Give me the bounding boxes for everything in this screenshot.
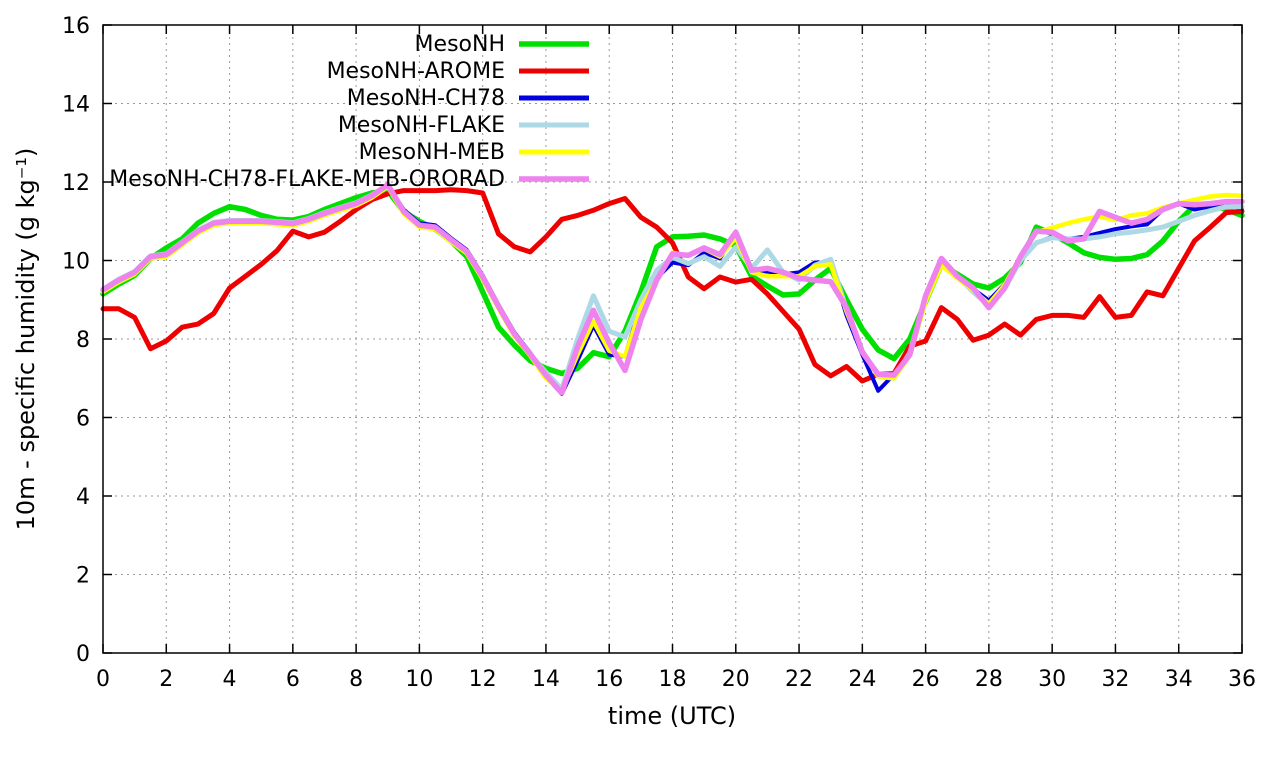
- legend-label: MesoNH-MEB: [359, 140, 505, 165]
- x-tick-label: 30: [1038, 667, 1066, 692]
- x-tick-label: 12: [469, 667, 497, 692]
- legend-label: MesoNH-CH78-FLAKE-MEB-ORORAD: [109, 167, 505, 192]
- x-tick-label: 14: [532, 667, 560, 692]
- legend-item-MesoNH-AROME: MesoNH-AROME: [327, 59, 589, 84]
- x-tick-label: 32: [1101, 667, 1129, 692]
- legend-label: MesoNH-AROME: [327, 59, 505, 84]
- legend-label: MesoNH-FLAKE: [338, 113, 505, 138]
- y-tick-label: 10: [62, 250, 90, 275]
- x-tick-label: 18: [659, 667, 687, 692]
- x-tick-label: 0: [96, 667, 110, 692]
- x-tick-label: 36: [1228, 667, 1256, 692]
- x-tick-label: 26: [912, 667, 940, 692]
- y-tick-label: 14: [62, 93, 90, 118]
- y-tick-label: 2: [76, 564, 90, 589]
- y-tick-label: 12: [62, 171, 90, 196]
- x-tick-label: 16: [595, 667, 623, 692]
- x-tick-label: 10: [405, 667, 433, 692]
- y-axis-label: 10m - specific humidity (g kg⁻¹): [12, 147, 40, 531]
- x-tick-label: 24: [848, 667, 876, 692]
- y-tick-label: 0: [76, 642, 90, 667]
- legend-item-MesoNH-CH78-FLAKE-MEB-ORORAD: MesoNH-CH78-FLAKE-MEB-ORORAD: [109, 167, 589, 192]
- legend-label: MesoNH: [415, 32, 505, 57]
- series-line-MesoNH-CH78-FLAKE-MEB-ORORAD: [100, 181, 1245, 396]
- grid: [103, 25, 1242, 653]
- x-tick-label: 8: [349, 667, 363, 692]
- axes: [102, 24, 1243, 654]
- x-axis-label: time (UTC): [607, 702, 737, 730]
- x-tick-label: 22: [785, 667, 813, 692]
- series-line-MesoNH-AROME: [100, 187, 1245, 384]
- x-tick-label: 34: [1165, 667, 1193, 692]
- x-tick-label: 20: [722, 667, 750, 692]
- legend: MesoNHMesoNH-AROMEMesoNH-CH78MesoNH-FLAK…: [109, 32, 589, 192]
- x-tick-label: 28: [975, 667, 1003, 692]
- x-tick-label: 4: [223, 667, 237, 692]
- legend-item-MesoNH-CH78: MesoNH-CH78: [347, 86, 589, 111]
- y-tick-label: 8: [76, 328, 90, 353]
- legend-item-MesoNH: MesoNH: [415, 32, 589, 57]
- tick-labels: 0 2 4 6 8 10 12 14 16 18 20 22 24 26 28 30 32 34 360246810…: [62, 14, 1256, 692]
- y-tick-label: 6: [76, 407, 90, 432]
- legend-label: MesoNH-CH78: [347, 86, 505, 111]
- legend-item-MesoNH-FLAKE: MesoNH-FLAKE: [338, 113, 589, 138]
- x-tick-label: 6: [286, 667, 300, 692]
- legend-item-MesoNH-MEB: MesoNH-MEB: [359, 140, 589, 165]
- y-tick-label: 16: [62, 14, 90, 39]
- x-tick-label: 2: [159, 667, 173, 692]
- y-tick-label: 4: [76, 485, 90, 510]
- series-lines: [100, 181, 1245, 396]
